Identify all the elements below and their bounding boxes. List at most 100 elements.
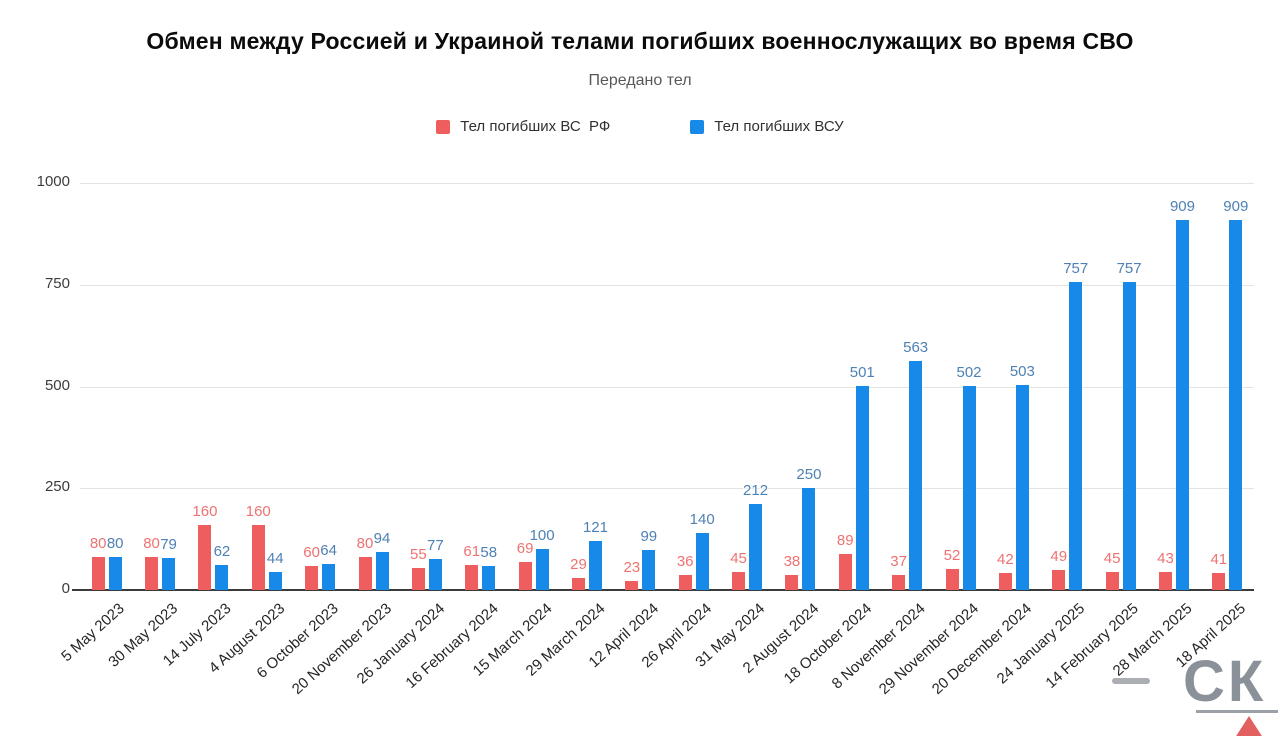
- value-label-vsu: 64: [320, 541, 337, 559]
- y-axis-label: 750: [44, 274, 70, 292]
- bar-rf: [678, 575, 692, 590]
- bar-rf: [465, 565, 479, 590]
- value-label-rf: 160: [245, 502, 271, 520]
- bar-rf: [785, 574, 799, 590]
- value-label-rf: 69: [516, 539, 534, 557]
- value-label-vsu: 563: [903, 338, 929, 356]
- bar-rf: [1052, 570, 1066, 590]
- legend-item: Тел погибших ВС РФ: [436, 118, 610, 135]
- watermark-letters: СК: [1183, 649, 1267, 714]
- watermark-dash: [1112, 678, 1150, 684]
- bar-vsu: [909, 360, 923, 590]
- bar-vsu: [1069, 281, 1083, 590]
- value-label-vsu: 58: [480, 544, 498, 562]
- x-axis-label: 16 February 2024: [402, 600, 502, 692]
- value-label-rf: 29: [570, 556, 587, 574]
- x-axis-label: 29 November 2024: [875, 600, 982, 699]
- bar-vsu: [588, 540, 602, 590]
- x-axis-label: 20 November 2023: [288, 600, 395, 699]
- bar-rf: [305, 565, 319, 590]
- value-label-vsu: 140: [689, 511, 715, 529]
- bar-rf: [411, 567, 425, 590]
- y-axis-label: 500: [44, 376, 70, 394]
- bar-rf: [838, 553, 852, 590]
- value-label-rf: 37: [890, 552, 907, 570]
- gridline: [80, 183, 1254, 184]
- value-label-rf: 55: [410, 545, 427, 563]
- value-label-rf: 80: [356, 535, 374, 553]
- bar-vsu: [855, 386, 869, 590]
- value-label-vsu: 502: [956, 363, 982, 381]
- bar-vsu: [1122, 281, 1136, 590]
- value-label-rf: 160: [192, 502, 218, 520]
- value-label-vsu: 503: [1009, 363, 1035, 381]
- legend: Тел погибших ВС РФ Тел погибших ВСУ: [0, 118, 1280, 135]
- y-axis-label: 250: [44, 478, 70, 496]
- value-label-vsu: 44: [266, 550, 284, 568]
- value-label-rf: 41: [1210, 551, 1228, 569]
- value-label-vsu: 80: [106, 535, 124, 553]
- value-label-rf: 52: [943, 546, 961, 564]
- value-label-vsu: 121: [582, 518, 608, 536]
- value-label-vsu: 62: [213, 542, 231, 560]
- bar-rf: [91, 557, 105, 590]
- bar-rf: [625, 580, 639, 590]
- value-label-vsu: 79: [160, 535, 177, 553]
- legend-swatch-icon: [690, 119, 705, 134]
- bar-rf: [1158, 572, 1172, 590]
- bar-vsu: [749, 503, 763, 590]
- bar-rf: [945, 568, 959, 590]
- bar-vsu: [268, 572, 282, 590]
- value-label-rf: 80: [89, 535, 107, 553]
- value-label-rf: 38: [783, 552, 801, 570]
- value-label-vsu: 99: [640, 527, 658, 545]
- watermark-triangle-icon: [1222, 716, 1276, 736]
- value-label-vsu: 94: [373, 529, 391, 547]
- value-label-vsu: 77: [427, 536, 444, 554]
- value-label-rf: 45: [730, 549, 747, 567]
- bar-vsu: [322, 563, 336, 590]
- bar-vsu: [215, 564, 229, 590]
- legend-label: Тел погибших ВСУ: [714, 118, 844, 135]
- bar-vsu: [962, 385, 976, 590]
- bar-rf: [358, 557, 372, 590]
- y-axis-label: 0: [61, 580, 70, 597]
- value-label-rf: 80: [143, 535, 160, 553]
- bar-vsu: [1015, 385, 1029, 590]
- bar-rf: [892, 574, 906, 590]
- x-axis-label: 8 November 2024: [828, 600, 929, 693]
- value-label-rf: 23: [623, 558, 641, 576]
- value-label-vsu: 757: [1116, 259, 1142, 277]
- bar-vsu: [642, 549, 656, 590]
- bar-vsu: [375, 551, 389, 590]
- bar-vsu: [108, 557, 122, 590]
- value-label-rf: 89: [836, 531, 854, 549]
- bar-rf: [1212, 573, 1226, 590]
- chart-title: Обмен между Россией и Украиной телами по…: [146, 28, 1134, 54]
- value-label-vsu: 212: [743, 481, 769, 499]
- bar-vsu: [428, 558, 442, 590]
- value-label-rf: 42: [997, 550, 1014, 568]
- bar-rf: [198, 524, 212, 590]
- value-label-vsu: 757: [1063, 259, 1089, 277]
- value-label-rf: 36: [676, 553, 694, 571]
- legend-label: Тел погибших ВС РФ: [460, 118, 611, 135]
- legend-item: Тел погибших ВСУ: [690, 118, 844, 135]
- bar-vsu: [162, 557, 176, 590]
- bar-rf: [571, 578, 585, 590]
- bar-rf: [732, 571, 746, 590]
- x-axis-baseline: [72, 589, 1254, 591]
- value-label-vsu: 501: [849, 364, 875, 382]
- gridline: [80, 488, 1254, 490]
- value-label-vsu: 250: [796, 466, 822, 484]
- bar-rf: [251, 524, 265, 590]
- bar-rf: [518, 561, 532, 590]
- gridline: [80, 386, 1254, 388]
- bar-vsu: [535, 549, 549, 590]
- value-label-rf: 60: [303, 543, 320, 561]
- bar-rf: [1105, 571, 1119, 590]
- bar-vsu: [1229, 220, 1243, 590]
- bar-rf: [145, 557, 159, 590]
- gridline: [80, 284, 1254, 286]
